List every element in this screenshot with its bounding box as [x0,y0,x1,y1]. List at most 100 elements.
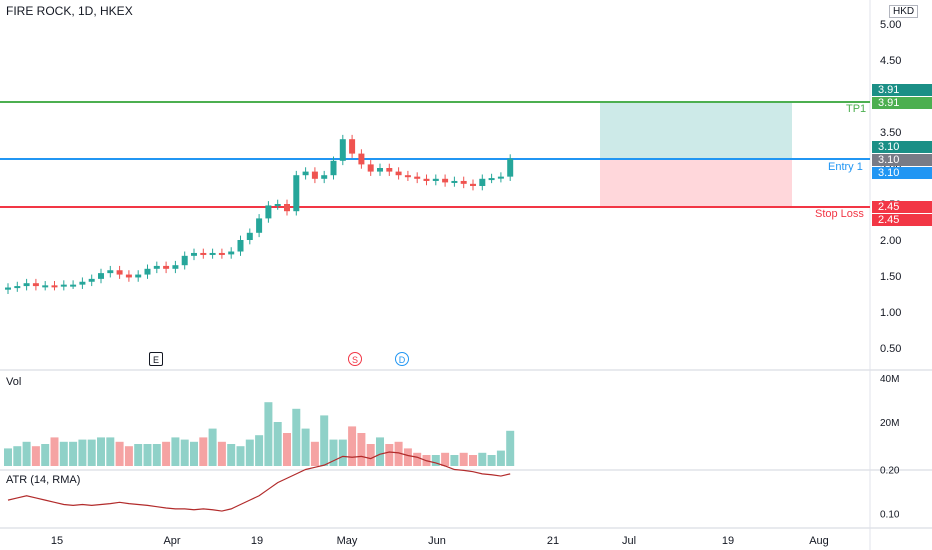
volume-bar [283,433,291,466]
candle [60,280,67,291]
candle [135,270,142,282]
time-tick-label: Jun [428,535,446,547]
volume-bar [469,455,477,466]
volume-bar [78,439,87,466]
volume-bar [506,430,515,466]
volume-bar [22,441,31,466]
candle [293,170,300,216]
candle [116,265,123,279]
candle [367,160,374,176]
candle [395,167,402,180]
atr-tick-label: 0.20 [880,466,900,477]
price-tick-label: 1.00 [880,307,901,319]
candle [497,172,504,183]
candle [107,265,114,278]
volume-bar [376,437,384,466]
volume-bar [4,448,12,466]
volume-bar [338,439,347,466]
atr-label[interactable]: ATR (14, RMA) [6,474,81,486]
time-tick-label: May [337,535,358,547]
price-tick-label: 1.50 [880,271,901,283]
candle [302,167,309,180]
atr-axis-ticks: 0.20 0.10 [880,466,900,521]
time-tick-label: Apr [163,535,180,547]
volume-bar [459,452,468,466]
price-axis-ticks: 5.004.503.503.002.502.001.501.000.50 [880,19,901,355]
candle [200,248,207,259]
candle [460,176,467,189]
volume-bars-group [4,402,515,466]
volume-bar [329,439,338,466]
stop-tag: 2.45 [872,214,932,226]
volume-bar [69,441,78,466]
atr-tick-label: 0.10 [880,509,900,520]
dividend-marker[interactable]: D [395,352,409,366]
tp1-tag-top: 3.91 [872,84,932,96]
volume-bar [59,441,68,466]
price-tick-label: 3.50 [880,127,901,139]
symbol-title[interactable]: FIRE ROCK, 1D, HKEX [6,4,133,18]
candle [79,277,86,289]
volume-bar [50,437,59,466]
entry-label: Entry 1 [828,161,863,173]
candle [70,280,77,289]
candle [163,261,170,274]
volume-bar [208,428,217,466]
candle [51,281,58,291]
volume-bar [134,444,143,466]
candle [88,274,95,287]
candle [5,283,11,294]
candle [23,278,30,291]
earnings-marker[interactable]: E [149,352,163,366]
entry-tag-top: 3.10 [872,141,932,153]
volume-bar [180,439,189,466]
currency-label[interactable]: HKD [889,5,919,18]
candle [330,156,337,180]
candle [191,248,197,261]
volume-bar [357,433,366,466]
candle [228,247,235,259]
volume-bar [385,444,394,466]
candle [218,248,225,259]
candle [442,174,449,187]
volume-bar [41,444,50,466]
stop-tag-top: 2.45 [872,201,932,213]
candle [284,199,290,216]
time-tick-label: Jul [622,535,636,547]
candle [507,154,514,181]
volume-bar [87,439,96,466]
price-tick-label: 4.50 [880,55,901,67]
volume-bar [124,446,133,466]
volume-bar [431,455,440,466]
volume-label[interactable]: Vol [6,376,22,388]
candle [423,174,430,186]
candle [404,170,411,181]
volume-bar [496,450,505,466]
volume-bar [320,415,329,466]
candle [349,134,356,158]
candle [172,260,179,274]
time-tick-label: 19 [722,535,734,547]
time-tick-label: 15 [51,535,63,547]
candle [256,214,263,238]
volume-bar [487,455,496,466]
volume-bar [190,441,198,466]
split-marker[interactable]: S [348,352,362,366]
volume-bar [273,422,282,466]
volume-bar [310,441,319,466]
volume-bar [245,439,254,466]
candle [181,251,188,270]
volume-bar [394,441,403,466]
volume-bar [301,428,310,466]
candle [386,163,393,176]
candle [32,278,39,291]
tp1-tag: 3.91 [872,97,932,109]
candle [153,261,160,274]
candle [265,201,272,223]
volume-bar [450,455,459,466]
volume-bar [162,441,171,466]
volume-bar [413,452,422,466]
tp1-label: TP1 [846,103,867,115]
